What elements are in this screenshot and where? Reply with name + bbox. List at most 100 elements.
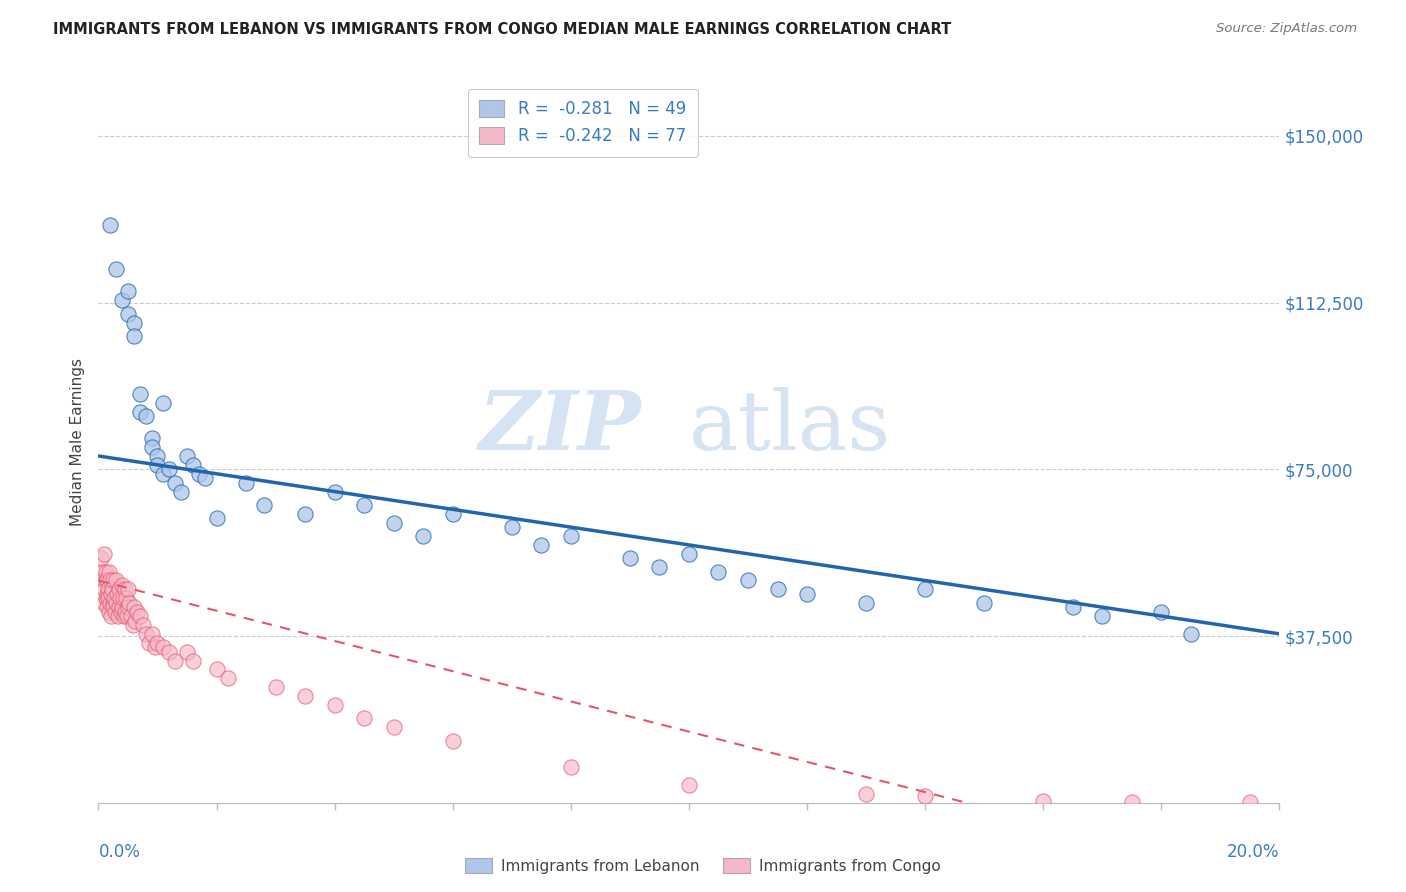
Point: [441, 507, 464, 521]
Point: [530, 538, 553, 552]
Point: [115, 591, 138, 606]
Point: [93, 547, 115, 561]
Point: [114, 582, 136, 597]
Point: [796, 587, 818, 601]
Point: [412, 529, 434, 543]
Point: [117, 285, 139, 299]
Point: [855, 787, 877, 801]
Point: [1091, 609, 1114, 624]
Point: [146, 636, 169, 650]
Point: [157, 645, 180, 659]
Point: [132, 618, 155, 632]
Point: [135, 627, 157, 641]
Point: [98, 218, 121, 232]
Point: [766, 582, 789, 597]
Point: [165, 475, 187, 490]
Point: [118, 596, 141, 610]
Point: [110, 605, 132, 619]
Point: [101, 582, 124, 597]
Point: [323, 698, 346, 712]
Point: [176, 645, 198, 659]
Point: [1150, 605, 1173, 619]
Point: [264, 680, 287, 694]
Point: [112, 609, 135, 624]
Point: [165, 653, 187, 667]
Legend: R =  -0.281   N = 49, R =  -0.242   N = 77: R = -0.281 N = 49, R = -0.242 N = 77: [468, 88, 697, 157]
Point: [205, 662, 228, 676]
Point: [96, 587, 118, 601]
Text: 20.0%: 20.0%: [1227, 843, 1279, 861]
Point: [176, 449, 198, 463]
Point: [111, 578, 134, 592]
Point: [103, 600, 125, 615]
Point: [103, 591, 125, 606]
Point: [382, 720, 405, 734]
Point: [112, 591, 135, 606]
Point: [323, 484, 346, 499]
Point: [1032, 794, 1054, 808]
Point: [91, 565, 114, 579]
Point: [128, 386, 150, 401]
Point: [117, 600, 139, 615]
Point: [678, 547, 700, 561]
Legend: Immigrants from Lebanon, Immigrants from Congo: Immigrants from Lebanon, Immigrants from…: [458, 852, 948, 880]
Point: [152, 395, 174, 409]
Text: ZIP: ZIP: [479, 387, 641, 467]
Point: [115, 609, 138, 624]
Point: [98, 596, 121, 610]
Point: [122, 329, 145, 343]
Point: [152, 640, 174, 655]
Point: [97, 591, 120, 606]
Point: [501, 520, 523, 534]
Point: [707, 565, 730, 579]
Point: [382, 516, 405, 530]
Point: [146, 458, 169, 472]
Point: [100, 587, 122, 601]
Point: [181, 653, 204, 667]
Point: [560, 529, 582, 543]
Point: [235, 475, 257, 490]
Point: [98, 605, 121, 619]
Point: [96, 600, 118, 615]
Point: [94, 591, 117, 606]
Point: [648, 560, 671, 574]
Point: [100, 609, 122, 624]
Point: [170, 484, 193, 499]
Point: [141, 431, 163, 445]
Point: [194, 471, 217, 485]
Point: [108, 600, 131, 615]
Point: [93, 596, 115, 610]
Point: [253, 498, 276, 512]
Point: [122, 600, 145, 615]
Point: [152, 467, 174, 481]
Point: [104, 605, 127, 619]
Point: [914, 582, 936, 597]
Point: [560, 760, 582, 774]
Point: [117, 582, 139, 597]
Point: [914, 789, 936, 804]
Point: [1062, 600, 1084, 615]
Point: [97, 582, 120, 597]
Point: [90, 551, 112, 566]
Text: atlas: atlas: [689, 387, 891, 467]
Point: [138, 636, 160, 650]
Point: [217, 671, 239, 685]
Point: [181, 458, 204, 472]
Point: [108, 582, 131, 597]
Point: [121, 618, 143, 632]
Point: [93, 582, 115, 597]
Point: [1239, 796, 1261, 810]
Point: [105, 262, 128, 277]
Point: [124, 614, 146, 628]
Point: [105, 587, 128, 601]
Point: [96, 574, 118, 588]
Text: Source: ZipAtlas.com: Source: ZipAtlas.com: [1216, 22, 1357, 36]
Point: [1121, 795, 1143, 809]
Point: [110, 591, 132, 606]
Point: [114, 605, 136, 619]
Point: [98, 574, 121, 588]
Point: [94, 565, 117, 579]
Point: [441, 733, 464, 747]
Point: [678, 778, 700, 792]
Point: [1180, 627, 1202, 641]
